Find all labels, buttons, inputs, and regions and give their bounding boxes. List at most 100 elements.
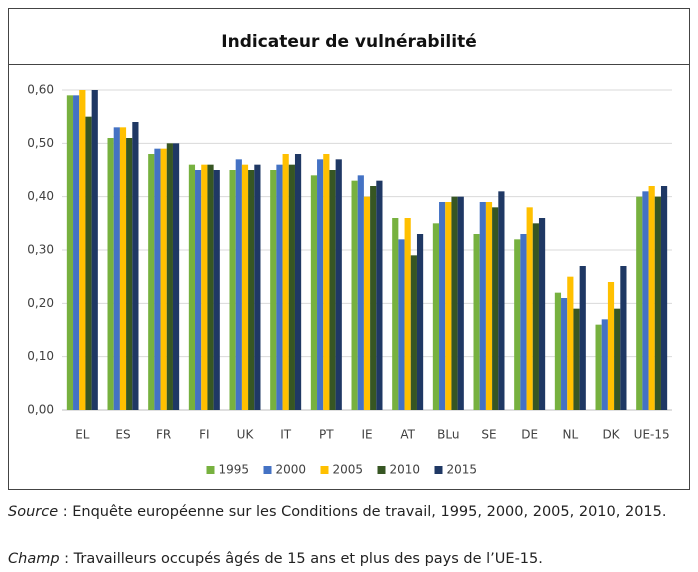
legend-swatch bbox=[377, 466, 386, 474]
bar bbox=[113, 127, 120, 410]
legend-label: 2005 bbox=[333, 463, 364, 477]
bar bbox=[532, 223, 539, 410]
bar bbox=[85, 116, 92, 411]
bar bbox=[213, 170, 220, 410]
legend-swatch bbox=[206, 466, 215, 474]
y-tick-label: 0,10 bbox=[27, 349, 54, 363]
bar bbox=[288, 164, 295, 410]
bar bbox=[370, 186, 377, 410]
bar bbox=[154, 148, 161, 410]
legend-label: 2015 bbox=[447, 463, 478, 477]
bar bbox=[132, 122, 139, 410]
bar bbox=[66, 95, 74, 410]
x-tick-label: FI bbox=[199, 428, 209, 442]
x-tick-label: FR bbox=[156, 428, 171, 442]
bar bbox=[248, 170, 255, 410]
x-tick-label: SE bbox=[481, 428, 496, 442]
source-note: Source : Enquête européenne sur les Cond… bbox=[8, 502, 690, 523]
bar bbox=[166, 143, 173, 411]
bar bbox=[229, 170, 236, 410]
bar bbox=[561, 298, 568, 410]
champ-text: : Travailleurs occupés âgés de 15 ans et… bbox=[59, 551, 543, 567]
x-tick-label: DE bbox=[521, 428, 538, 442]
bar bbox=[520, 234, 527, 410]
bar bbox=[654, 196, 661, 410]
bar bbox=[614, 308, 621, 410]
bar bbox=[323, 154, 330, 410]
bar bbox=[160, 148, 167, 410]
bar bbox=[642, 191, 649, 410]
bar bbox=[91, 90, 98, 410]
x-tick-label: EL bbox=[75, 428, 90, 442]
bar bbox=[404, 218, 411, 410]
x-tick-label: AT bbox=[400, 428, 415, 442]
x-tick-label: ES bbox=[115, 428, 130, 442]
y-tick-label: 0,20 bbox=[27, 296, 54, 310]
bar bbox=[620, 266, 627, 410]
bar bbox=[451, 196, 458, 410]
bar bbox=[432, 223, 440, 410]
bar bbox=[648, 186, 655, 410]
bar bbox=[310, 175, 318, 410]
bar bbox=[392, 218, 399, 410]
bar bbox=[172, 143, 180, 411]
bar bbox=[398, 239, 405, 410]
y-tick-label: 0,40 bbox=[27, 189, 54, 203]
legend-label: 2000 bbox=[276, 463, 307, 477]
bar bbox=[207, 164, 214, 410]
champ-label: Champ bbox=[8, 551, 60, 567]
bar bbox=[188, 164, 196, 410]
bar bbox=[329, 170, 336, 410]
bar bbox=[294, 154, 302, 410]
chart-title: Indicateur de vulnérabilité bbox=[221, 32, 476, 52]
bar bbox=[376, 180, 383, 410]
bar bbox=[357, 175, 364, 410]
bar bbox=[335, 159, 342, 410]
x-tick-label: NL bbox=[562, 428, 578, 442]
champ-note: Champ : Travailleurs occupés âgés de 15 … bbox=[8, 549, 690, 570]
bar bbox=[107, 138, 114, 410]
bar bbox=[485, 202, 493, 410]
x-tick-label: DK bbox=[602, 428, 620, 442]
legend-swatch bbox=[434, 466, 443, 474]
y-tick-label: 0,00 bbox=[27, 403, 54, 417]
bar bbox=[636, 196, 643, 410]
bar bbox=[567, 276, 574, 410]
legend-swatch bbox=[320, 466, 329, 474]
bar bbox=[579, 266, 586, 410]
bar bbox=[573, 308, 580, 410]
x-tick-label: UK bbox=[237, 428, 255, 442]
bar bbox=[498, 191, 505, 410]
bar bbox=[119, 127, 127, 410]
bar bbox=[416, 234, 424, 410]
bar bbox=[601, 319, 608, 410]
bar bbox=[526, 207, 533, 410]
bar bbox=[148, 154, 155, 410]
bar bbox=[595, 324, 602, 410]
x-tick-label: BLu bbox=[437, 428, 459, 442]
bar bbox=[241, 164, 249, 410]
bar bbox=[554, 292, 562, 410]
legend-swatch bbox=[263, 466, 272, 474]
y-tick-label: 0,60 bbox=[27, 83, 54, 97]
bar bbox=[660, 186, 668, 410]
x-tick-label: UE-15 bbox=[634, 428, 670, 442]
bar bbox=[282, 154, 289, 410]
bar bbox=[254, 164, 261, 410]
bar bbox=[410, 255, 417, 410]
bar bbox=[479, 202, 486, 410]
legend-label: 1995 bbox=[219, 463, 250, 477]
x-tick-label: PT bbox=[319, 428, 334, 442]
bar bbox=[195, 170, 202, 410]
y-tick-label: 0,30 bbox=[27, 243, 54, 257]
bar bbox=[607, 282, 615, 410]
legend-label: 2010 bbox=[390, 463, 421, 477]
source-text: : Enquête européenne sur les Conditions … bbox=[58, 504, 667, 520]
bar bbox=[514, 239, 521, 410]
chart: Indicateur de vulnérabilité 0,00 0,10 0,20… bbox=[8, 8, 690, 490]
source-label: Source bbox=[8, 504, 59, 520]
bar bbox=[126, 138, 133, 410]
bar bbox=[538, 218, 546, 410]
bar bbox=[201, 164, 208, 410]
